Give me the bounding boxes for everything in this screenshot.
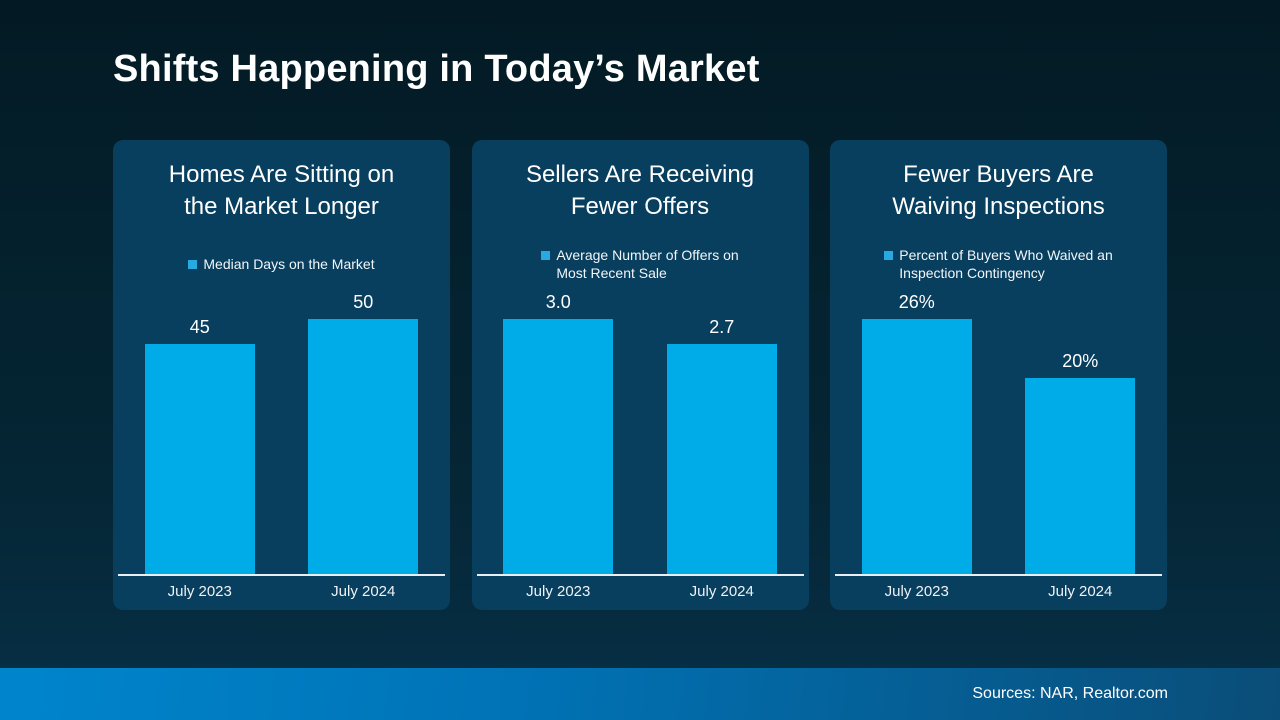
bar [503,319,614,574]
chart-card-offers: Sellers Are Receiving Fewer Offers Avera… [471,140,809,610]
page-title: Shifts Happening in Today’s Market [113,48,760,90]
bar-value-label: 50 [353,292,374,312]
x-axis-line [476,574,804,576]
card-title: Fewer Buyers Are Waiving Inspections [892,161,1105,220]
bar-chart: 45 50 July 2023 July 2024 [118,286,445,600]
legend-label: Average Number of Offers on Most Recent … [556,247,739,281]
category-label: July 2023 [167,583,232,600]
bar-value-label: 3.0 [545,292,571,312]
bar [861,319,972,574]
chart-legend: Percent of Buyers Who Waived an Inspecti… [830,240,1167,290]
x-axis-line [835,574,1162,576]
category-label: July 2023 [526,583,591,600]
category-label: July 2024 [1048,583,1113,600]
chart-card-days-on-market: Homes Are Sitting on the Market Longer M… [113,140,450,610]
bar-value-label: 26% [898,292,935,312]
chart-cards-row: Homes Are Sitting on the Market Longer M… [113,140,1167,610]
legend-marker-icon [188,260,198,270]
card-title: Sellers Are Receiving Fewer Offers [525,161,755,220]
bar [1025,378,1136,574]
chart-legend: Median Days on the Market [113,240,450,290]
category-label: July 2023 [884,583,949,600]
bar [666,344,777,574]
legend-marker-icon [541,251,551,261]
bar-value-label: 45 [189,317,210,337]
legend-marker-icon [884,251,894,261]
footer-bar: Sources: NAR, Realtor.com [0,668,1280,720]
card-title: Homes Are Sitting on the Market Longer [168,161,395,220]
legend-label: Percent of Buyers Who Waived an Inspecti… [899,247,1113,281]
category-label: July 2024 [689,583,754,600]
bar [144,344,255,574]
legend-label: Median Days on the Market [203,256,375,273]
chart-legend: Average Number of Offers on Most Recent … [472,240,809,290]
bar-value-label: 2.7 [709,317,735,337]
x-axis-line [118,574,445,576]
bar-chart: 26% 20% July 2023 July 2024 [835,286,1162,600]
bar-value-label: 20% [1062,351,1099,371]
category-label: July 2024 [331,583,396,600]
chart-card-inspections: Fewer Buyers Are Waiving Inspections Per… [830,140,1167,610]
bar [308,319,419,574]
sources-text: Sources: NAR, Realtor.com [972,685,1168,702]
bar-chart: 3.0 2.7 July 2023 July 2024 [476,286,804,600]
